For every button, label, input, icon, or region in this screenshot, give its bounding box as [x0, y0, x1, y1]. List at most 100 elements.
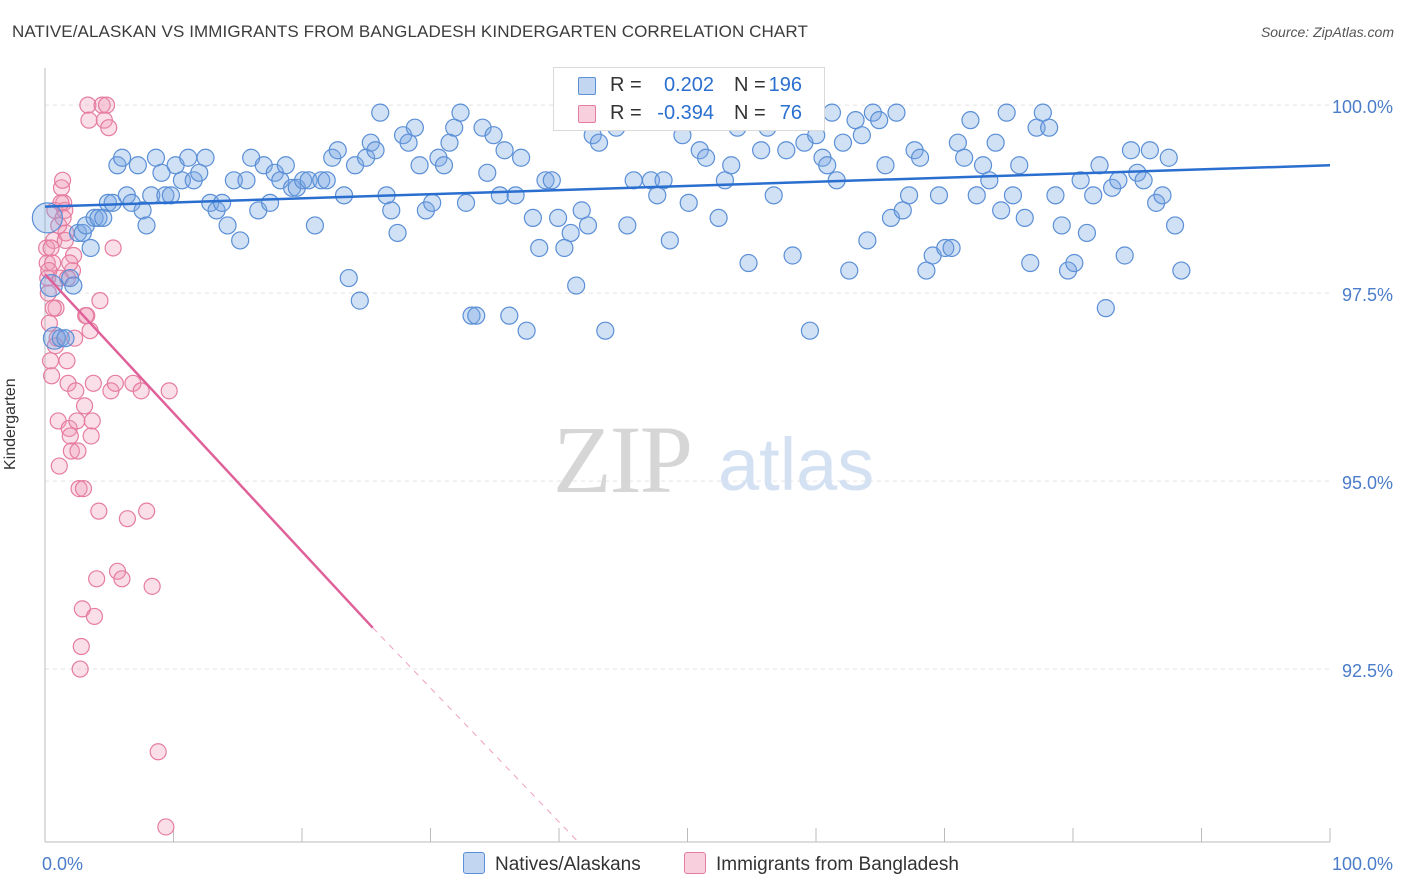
blue-point [506, 186, 525, 205]
legend-swatch-pink [578, 105, 596, 123]
blue-point [1077, 223, 1097, 243]
blue-point [371, 103, 390, 122]
blue-point [1071, 171, 1090, 190]
pink-point [85, 607, 104, 626]
blue-point [224, 171, 243, 190]
blue-point [39, 273, 63, 298]
blue-point [1010, 156, 1029, 175]
pink-point [106, 374, 124, 392]
pink-point [69, 442, 87, 460]
pink-point [104, 239, 122, 257]
blue-point [709, 208, 728, 228]
pink-point [74, 479, 93, 498]
blue-point [196, 148, 215, 167]
blue-point [818, 156, 837, 175]
blue-point [89, 208, 108, 228]
blue-point [739, 253, 758, 273]
pink-point [138, 502, 156, 520]
blue-point [500, 306, 519, 325]
pink-point [68, 412, 86, 430]
pink-point [41, 352, 60, 370]
gridlines [45, 104, 1330, 670]
blue-point [722, 156, 741, 175]
pink-point [90, 502, 108, 520]
blue-point [405, 118, 424, 137]
pink-point [160, 382, 178, 400]
blue-point [260, 193, 280, 212]
blue-point [440, 133, 459, 152]
blue-point [783, 246, 802, 265]
series-legend: Natives/Alaskans Immigrants from Banglad… [0, 852, 1406, 878]
blue-point [752, 141, 771, 160]
blue-point [1147, 193, 1166, 212]
legend-swatch-blue [578, 77, 596, 95]
blue-point [870, 111, 889, 130]
trend-lines [44, 164, 1331, 843]
pink-point [54, 209, 72, 227]
legend-row-bangladesh: R = -0.394 N = 76 [554, 99, 824, 127]
legend-item-bangladesh: Immigrants from Bangladesh [684, 852, 959, 878]
blue-point [388, 223, 407, 243]
legend-n-value: 196 [768, 74, 802, 96]
blue-point [1159, 148, 1178, 167]
y-tick-label: 92.5% [1342, 661, 1393, 681]
blue-point [1052, 216, 1071, 235]
blue-point [992, 201, 1011, 220]
pink-point [72, 637, 90, 656]
blue-point [596, 321, 615, 340]
blue-point [690, 141, 709, 160]
blue-point [542, 171, 561, 190]
blue-point [423, 193, 442, 212]
blue-point [858, 231, 877, 250]
blue-point [484, 126, 503, 145]
blue-point [305, 216, 325, 235]
blue-point [416, 201, 435, 220]
pink-point [113, 570, 131, 588]
legend-r-label: R = [610, 74, 642, 96]
blue-point [1046, 186, 1065, 205]
blue-point [910, 148, 930, 167]
blue-point [833, 133, 853, 152]
legend-r-label: R = [610, 102, 642, 124]
pink-point [149, 743, 167, 761]
blue-point [328, 141, 347, 160]
blue-point [863, 103, 882, 122]
blue-trend-line [44, 164, 1331, 208]
blue-point [1040, 118, 1059, 137]
legend-swatch-blue [463, 852, 485, 874]
legend-label-natives: Natives/Alaskans [495, 854, 641, 875]
x-tick-label: 100.0% [1332, 854, 1393, 874]
pink-point [44, 299, 62, 317]
y-tick-label: 95.0% [1342, 473, 1393, 493]
watermark: ZIP atlas [553, 406, 874, 513]
blue-point [679, 193, 698, 212]
blue-point [1015, 208, 1034, 228]
pink-point [82, 427, 100, 445]
blue-point [899, 186, 919, 205]
blue-point [764, 186, 783, 205]
pink-point [62, 442, 80, 460]
blue-point [410, 156, 429, 175]
blue-point [1021, 253, 1040, 273]
pink-point [80, 111, 98, 129]
blue-point [961, 111, 980, 130]
pink-point [70, 479, 88, 498]
blue-point [567, 276, 586, 295]
blue-point [1165, 216, 1185, 235]
x-tick-label: 0.0% [42, 854, 83, 874]
pink-point [132, 382, 150, 400]
blue-point [56, 329, 75, 348]
blue-point [548, 208, 568, 228]
legend-row-natives: R = 0.202 N = 196 [554, 71, 824, 99]
legend-n-label: N = [734, 74, 766, 96]
blue-point [986, 133, 1005, 152]
blue-point [840, 261, 859, 280]
blue-point [876, 156, 895, 175]
blue-point [929, 186, 949, 205]
blue-point [536, 171, 555, 190]
blue-point [51, 329, 70, 348]
legend-item-natives: Natives/Alaskans [463, 852, 641, 878]
blue-point [800, 321, 820, 340]
blue-point [1153, 186, 1172, 205]
blue-point [434, 156, 454, 175]
